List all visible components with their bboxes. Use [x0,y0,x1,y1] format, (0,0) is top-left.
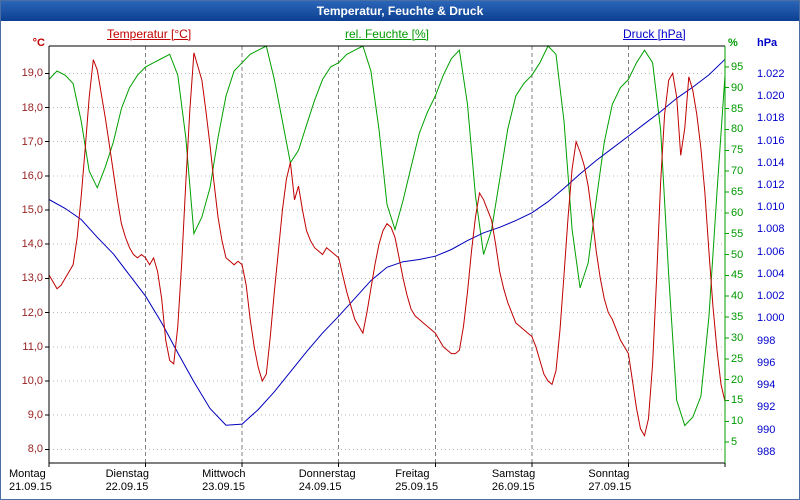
window-title: Temperatur, Feuchte & Druck [316,4,484,18]
humidity-tick-label: 40 [731,290,744,303]
day-name: Mittwoch [202,468,246,480]
humidity-tick-label: 5 [731,436,738,449]
humidity-tick-label: 70 [731,165,744,178]
day-date: 25.09.15 [395,481,439,493]
x-axis-day-label: Mittwoch 23.09.15 [202,468,294,494]
temperature-unit-label: °C [32,37,45,49]
temperature-tick-label: 11,0 [22,340,43,353]
humidity-tick-label: 55 [731,227,744,240]
humidity-tick-label: 65 [731,185,744,198]
day-name: Sonntag [588,468,630,480]
temperature-tick-label: 18,0 [21,101,43,114]
pressure-tick-label: 1.012 [757,179,785,191]
day-date: 21.09.15 [9,481,52,493]
window-titlebar[interactable]: Temperatur, Feuchte & Druck [1,1,799,21]
pressure-tick-label: 998 [757,334,776,347]
humidity-tick-label: 20 [731,373,744,386]
temperature-tick-label: 9,0 [27,409,43,422]
pressure-tick-label: 996 [757,356,776,369]
day-date: 24.09.15 [298,481,342,493]
pressure-tick-label: 1.006 [757,245,785,258]
humidity-tick-label: 80 [731,123,744,136]
x-axis-day-label: Donnerstag 24.09.15 [299,468,391,494]
day-name: Dienstag [105,468,149,480]
pressure-tick-label: 1.018 [757,112,785,125]
temperature-tick-label: 19,0 [21,67,43,80]
humidity-tick-label: 30 [731,331,744,344]
pressure-tick-label: 992 [757,401,776,414]
temperature-tick-label: 14,0 [21,238,43,251]
humidity-tick-label: 15 [731,394,744,407]
pressure-unit-label: hPa [757,37,778,49]
humidity-tick-label: 90 [731,81,744,94]
day-name: Freitag [395,468,430,480]
humidity-tick-label: 75 [731,144,744,157]
temperature-tick-label: 17,0 [21,135,43,148]
humidity-tick-label: 85 [731,102,744,115]
pressure-tick-label: 1.000 [757,312,785,325]
pressure-tick-label: 1.004 [757,267,785,280]
x-axis-day-label: Sonntag 27.09.15 [588,468,680,494]
humidity-tick-label: 50 [731,248,744,261]
pressure-tick-label: 1.016 [757,134,785,147]
day-name: Montag [9,468,46,480]
day-date: 22.09.15 [105,481,149,493]
pressure-tick-label: 1.020 [757,90,785,103]
pressure-axis-title[interactable]: Druck [hPa] [623,27,686,41]
temperature-tick-label: 13,0 [21,272,43,285]
x-axis-day-label: Montag 21.09.15 [9,468,101,494]
day-date: 27.09.15 [588,481,632,493]
pressure-tick-label: 1.014 [757,156,785,169]
humidity-tick-label: 10 [731,415,744,428]
humidity-series-line [48,45,726,427]
humidity-unit-label: % [728,37,738,49]
x-axis-day-label: Dienstag 22.09.15 [106,468,198,494]
temperature-tick-label: 10,0 [21,374,43,387]
day-date: 23.09.15 [202,481,245,493]
temperature-tick-label: 12,0 [21,306,43,319]
x-axis-day-label: Freitag 25.09.15 [395,468,487,494]
day-name: Samstag [491,468,536,480]
temperature-series-line [48,52,726,438]
day-date: 26.09.15 [491,481,535,493]
x-axis-day-label: Samstag 26.09.15 [492,468,584,494]
pressure-series-line [48,58,726,426]
pressure-tick-label: 994 [757,379,776,392]
temperature-tick-label: 8,0 [27,443,43,456]
pressure-tick-label: 1.022 [757,67,785,80]
pressure-tick-label: 1.002 [757,290,785,303]
humidity-axis-title[interactable]: rel. Feuchte [%] [344,27,430,41]
pressure-tick-label: 988 [757,445,776,458]
pressure-tick-label: 1.008 [757,223,785,236]
humidity-tick-label: 35 [731,311,744,324]
temperature-tick-label: 16,0 [21,169,43,182]
day-name: Donnerstag [298,468,356,480]
pressure-tick-label: 1.010 [757,201,785,214]
pressure-tick-label: 990 [757,423,776,436]
humidity-tick-label: 45 [731,269,744,282]
humidity-tick-label: 95 [731,60,744,73]
temperature-axis-title[interactable]: Temperatur [°C] [107,27,192,41]
humidity-tick-label: 25 [731,352,744,365]
temperature-tick-label: 15,0 [21,204,43,217]
humidity-tick-label: 60 [731,206,744,219]
